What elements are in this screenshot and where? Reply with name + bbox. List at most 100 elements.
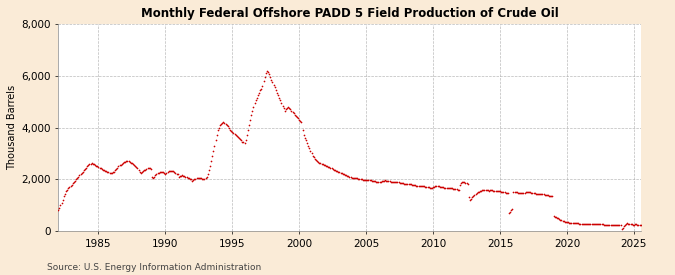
Point	[570, 221, 580, 226]
Point	[659, 222, 670, 227]
Point	[497, 189, 508, 194]
Point	[406, 182, 417, 187]
Point	[624, 222, 635, 226]
Point	[297, 128, 308, 132]
Point	[402, 182, 413, 186]
Point	[159, 170, 169, 175]
Point	[315, 161, 326, 165]
Point	[358, 178, 369, 182]
Point	[334, 170, 345, 174]
Point	[117, 162, 128, 166]
Point	[223, 126, 234, 130]
Point	[88, 162, 99, 166]
Point	[605, 222, 616, 227]
Point	[249, 101, 260, 105]
Point	[329, 167, 340, 172]
Point	[591, 222, 601, 226]
Point	[604, 222, 615, 227]
Point	[459, 180, 470, 185]
Point	[313, 160, 323, 164]
Point	[132, 166, 143, 171]
Point	[252, 93, 263, 97]
Point	[666, 222, 675, 227]
Point	[128, 162, 138, 167]
Point	[429, 185, 439, 189]
Point	[651, 223, 661, 227]
Point	[595, 222, 606, 227]
Point	[163, 169, 174, 173]
Point	[85, 162, 96, 166]
Point	[294, 117, 304, 122]
Point	[644, 222, 655, 227]
Point	[408, 183, 418, 187]
Point	[546, 194, 557, 198]
Point	[632, 222, 643, 227]
Point	[99, 168, 109, 172]
Point	[358, 177, 369, 182]
Point	[153, 171, 164, 175]
Point	[105, 171, 116, 175]
Point	[78, 169, 88, 174]
Point	[515, 191, 526, 195]
Point	[599, 222, 610, 227]
Point	[158, 170, 169, 174]
Point	[112, 166, 123, 170]
Point	[244, 123, 254, 127]
Point	[247, 108, 258, 113]
Point	[143, 166, 154, 170]
Point	[117, 161, 128, 165]
Point	[428, 185, 439, 189]
Point	[467, 195, 478, 200]
Point	[269, 85, 280, 90]
Point	[115, 162, 126, 167]
Point	[341, 173, 352, 177]
Point	[306, 151, 317, 156]
Point	[257, 84, 268, 88]
Point	[512, 190, 523, 195]
Point	[190, 177, 201, 181]
Point	[432, 184, 443, 188]
Point	[493, 189, 504, 193]
Point	[140, 167, 151, 172]
Point	[672, 222, 675, 227]
Point	[348, 176, 359, 180]
Point	[367, 178, 377, 183]
Point	[78, 168, 89, 172]
Point	[209, 144, 220, 148]
Point	[82, 164, 92, 169]
Point	[425, 185, 435, 190]
Point	[242, 128, 253, 132]
Point	[630, 222, 641, 227]
Point	[194, 176, 205, 180]
Point	[531, 192, 542, 196]
Point	[601, 222, 612, 227]
Point	[468, 194, 479, 198]
Point	[516, 191, 526, 196]
Point	[271, 88, 281, 92]
Point	[215, 123, 225, 127]
Point	[488, 189, 499, 193]
Point	[495, 189, 506, 194]
Point	[238, 140, 249, 144]
Point	[136, 171, 146, 175]
Point	[167, 169, 178, 173]
Point	[146, 175, 157, 179]
Point	[415, 184, 426, 188]
Point	[628, 222, 639, 227]
Point	[547, 194, 558, 199]
Point	[206, 159, 217, 163]
Point	[618, 224, 629, 228]
Point	[252, 95, 263, 100]
Point	[422, 185, 433, 189]
Point	[81, 166, 92, 170]
Point	[476, 189, 487, 193]
Point	[533, 192, 543, 196]
Point	[442, 186, 453, 190]
Point	[587, 222, 598, 226]
Point	[148, 176, 159, 180]
Point	[412, 184, 423, 188]
Point	[379, 178, 389, 183]
Point	[558, 219, 569, 223]
Point	[430, 184, 441, 188]
Point	[633, 222, 644, 227]
